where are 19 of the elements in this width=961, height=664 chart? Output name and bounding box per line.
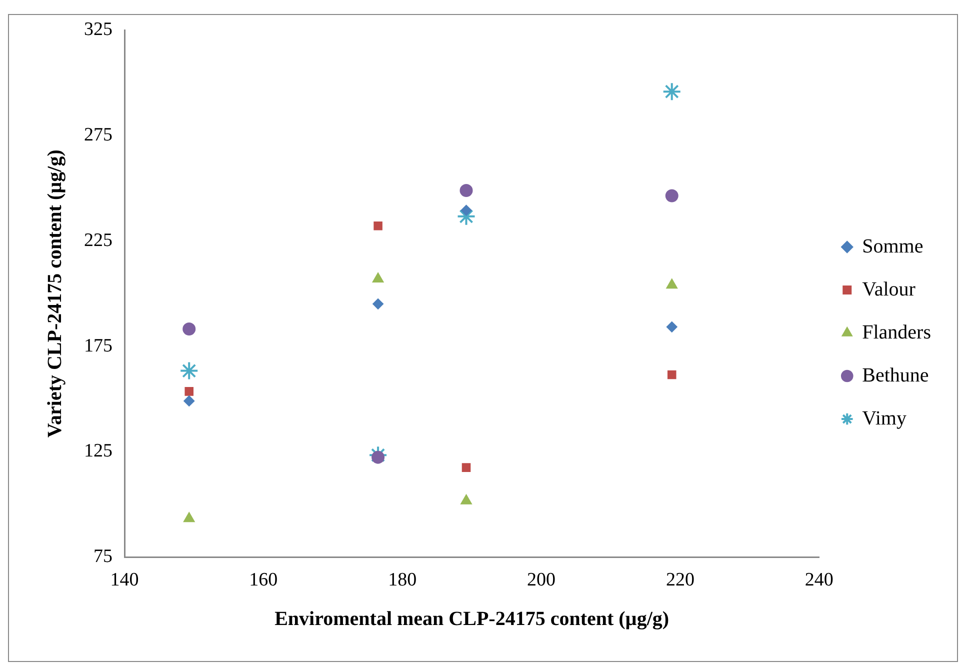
x-tick-label: 240 [804,570,834,591]
x-tick-label: 200 [527,570,556,591]
y-axis-title: Variety CLP-24175 content (µg/g) [44,150,66,438]
y-tick-label: 225 [84,230,112,251]
y-tick-label: 275 [84,124,112,146]
x-tick-label: 160 [249,570,278,591]
legend-label: Valour [862,278,916,300]
y-tick-label: 325 [84,18,112,40]
y-tick-label: 75 [94,546,112,568]
legend-label: Bethune [862,364,929,386]
legend-label: Somme [862,235,924,258]
x-axis-title: Enviromental mean CLP-24175 content (µg/g) [274,608,670,630]
y-tick-label: 125 [84,440,112,462]
y-tick-label: 175 [84,335,112,356]
x-tick-label: 140 [110,570,139,591]
x-tick-label: 180 [388,570,417,591]
legend-label: Flanders [862,321,932,344]
legend-label: Vimy [862,407,906,430]
x-tick-label: 220 [666,570,694,591]
